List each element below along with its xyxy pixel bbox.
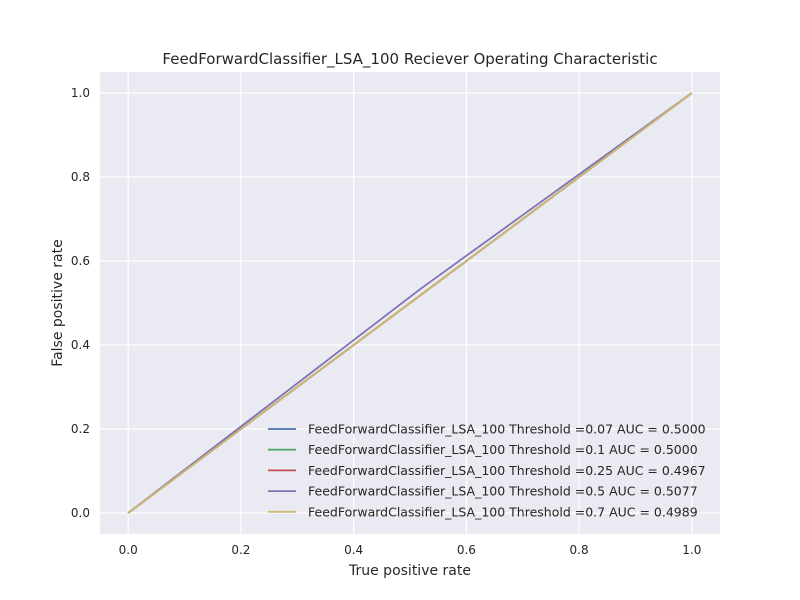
legend-entry: FeedForwardClassifier_LSA_100 Threshold … <box>308 504 698 519</box>
x-tick-label: 0.6 <box>457 543 476 557</box>
x-axis-title: True positive rate <box>348 563 471 579</box>
legend: FeedForwardClassifier_LSA_100 Threshold … <box>268 422 706 519</box>
x-tick-label: 0.0 <box>119 543 138 557</box>
y-tick-label: 0.6 <box>71 254 90 268</box>
y-tick-label: 0.4 <box>71 338 90 352</box>
chart-title: FeedForwardClassifier_LSA_100 Reciever O… <box>162 50 657 69</box>
y-axis-title: False positive rate <box>50 239 66 366</box>
x-tick-labels: 0.0 0.2 0.4 0.6 0.8 1.0 <box>119 543 702 557</box>
legend-entry: FeedForwardClassifier_LSA_100 Threshold … <box>308 463 706 478</box>
x-tick-label: 0.8 <box>570 543 589 557</box>
series-lines <box>127 92 693 514</box>
grid-lines <box>100 72 720 534</box>
y-tick-label: 0.0 <box>71 506 90 520</box>
x-tick-label: 0.4 <box>344 543 363 557</box>
series-line-4 <box>127 92 693 514</box>
legend-entry: FeedForwardClassifier_LSA_100 Threshold … <box>308 484 698 499</box>
y-tick-labels: 0.0 0.2 0.4 0.6 0.8 1.0 <box>71 86 90 520</box>
y-tick-label: 0.8 <box>71 170 90 184</box>
x-tick-label: 1.0 <box>682 543 701 557</box>
legend-entry: FeedForwardClassifier_LSA_100 Threshold … <box>308 442 698 457</box>
y-tick-label: 0.2 <box>71 422 90 436</box>
legend-entry: FeedForwardClassifier_LSA_100 Threshold … <box>308 422 706 437</box>
x-tick-label: 0.2 <box>231 543 250 557</box>
y-tick-label: 1.0 <box>71 86 90 100</box>
series-line-3 <box>127 92 693 514</box>
